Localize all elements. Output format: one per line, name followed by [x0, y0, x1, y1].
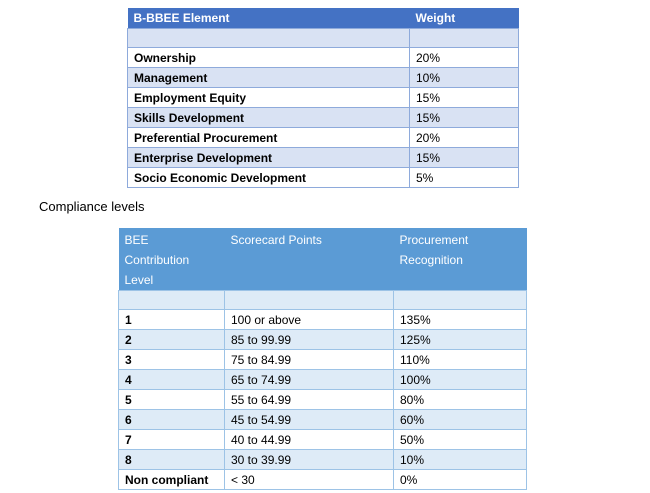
table-row: 4 65 to 74.99 100%: [118, 369, 527, 390]
table-cell: 1: [118, 309, 225, 330]
table-cell: Socio Economic Development: [127, 167, 410, 188]
table-cell: Management: [127, 67, 410, 88]
table-cell: 60%: [393, 409, 527, 430]
table-cell: 50%: [393, 429, 527, 450]
table-cell: 5%: [409, 167, 519, 188]
table-row: Non compliant < 30 0%: [118, 469, 527, 490]
table-cell: 75 to 84.99: [224, 349, 394, 370]
table-cell: 55 to 64.99: [224, 389, 394, 410]
table-row: 7 40 to 44.99 50%: [118, 429, 527, 450]
table-cell: 100 or above: [224, 309, 394, 330]
header-label: BEE Contribution Level: [124, 233, 190, 287]
table-body: Ownership 20% Management 10% Employment Equi…: [127, 28, 519, 188]
table-row: 3 75 to 84.99 110%: [118, 349, 527, 370]
column-header: Weight: [409, 8, 519, 29]
table-cell: 125%: [393, 329, 527, 350]
table-row: Preferential Procurement 20%: [127, 127, 519, 148]
section-heading: Compliance levels: [39, 199, 145, 214]
table-cell: 3: [118, 349, 225, 370]
table-cell: Employment Equity: [127, 87, 410, 108]
table-cell: 6: [118, 409, 225, 430]
table-row: 8 30 to 39.99 10%: [118, 449, 527, 470]
table-header-row: BEE Contribution Level Scorecard Points …: [118, 228, 527, 291]
table-row: 5 55 to 64.99 80%: [118, 389, 527, 410]
table-cell: Skills Development: [127, 107, 410, 128]
table-cell: 0%: [393, 469, 527, 490]
column-header: Scorecard Points: [224, 228, 394, 291]
table-row: 2 85 to 99.99 125%: [118, 329, 527, 350]
table-body: 1 100 or above 135% 2 85 to 99.99 125% 3 75 to …: [118, 290, 527, 490]
table-cell: 10%: [409, 67, 519, 88]
table-cell: 15%: [409, 87, 519, 108]
table-cell: Enterprise Development: [127, 147, 410, 168]
table-cell: 15%: [409, 147, 519, 168]
column-header: B-BBEE Element: [127, 8, 410, 29]
table-cell: 110%: [393, 349, 527, 370]
column-header: Procurement Recognition: [393, 228, 527, 291]
table-cell: 5: [118, 389, 225, 410]
table-cell: 135%: [393, 309, 527, 330]
table-cell: 30 to 39.99: [224, 449, 394, 470]
table-cell: Preferential Procurement: [127, 127, 410, 148]
table-cell: 15%: [409, 107, 519, 128]
table-cell: 65 to 74.99: [224, 369, 394, 390]
table-cell: 80%: [393, 389, 527, 410]
table-row: 6 45 to 54.99 60%: [118, 409, 527, 430]
bbbee-elements-table: B-BBEE Element Weight Ownership 20% Manage…: [127, 8, 519, 188]
table-cell: 8: [118, 449, 225, 470]
table-row: Management 10%: [127, 67, 519, 88]
column-header: BEE Contribution Level: [118, 228, 225, 291]
table-row: Employment Equity 15%: [127, 87, 519, 108]
table-row: Skills Development 15%: [127, 107, 519, 128]
table-row-blank: [127, 28, 519, 48]
header-label: Procurement Recognition: [399, 233, 469, 267]
table-row: Ownership 20%: [127, 47, 519, 68]
compliance-levels-table: BEE Contribution Level Scorecard Points …: [118, 228, 527, 490]
table-cell: 20%: [409, 127, 519, 148]
table-cell: 4: [118, 369, 225, 390]
table-cell: Ownership: [127, 47, 410, 68]
table-cell: 100%: [393, 369, 527, 390]
table-cell: 2: [118, 329, 225, 350]
table-cell: 45 to 54.99: [224, 409, 394, 430]
table-cell: 20%: [409, 47, 519, 68]
table-row-blank: [118, 290, 527, 310]
table-cell: Non compliant: [118, 469, 225, 490]
table-row: Socio Economic Development 5%: [127, 167, 519, 188]
table-row: 1 100 or above 135%: [118, 309, 527, 330]
table-header-row: B-BBEE Element Weight: [127, 8, 519, 29]
table-cell: < 30: [224, 469, 394, 490]
table-cell: 10%: [393, 449, 527, 470]
table-cell: 40 to 44.99: [224, 429, 394, 450]
table-cell: 7: [118, 429, 225, 450]
table-row: Enterprise Development 15%: [127, 147, 519, 168]
table-cell: 85 to 99.99: [224, 329, 394, 350]
